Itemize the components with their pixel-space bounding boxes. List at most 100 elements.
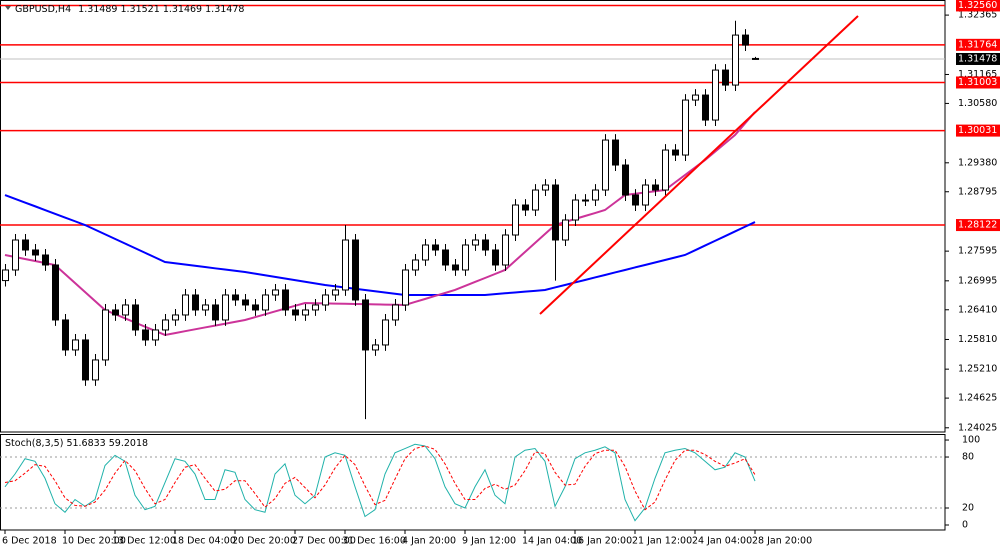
- y-tick-label: 100: [962, 435, 980, 446]
- candle-body: [372, 344, 379, 351]
- y-tick-label: 1.25810: [958, 334, 997, 345]
- header-open: 1.31489: [78, 4, 117, 15]
- candle-body: [642, 184, 649, 206]
- candle-body: [262, 294, 269, 311]
- stoch-panel-border: [0, 434, 946, 531]
- candle-body: [172, 314, 179, 321]
- candle-body: [422, 244, 429, 261]
- x-tick-label: 28 Jan 20:00: [752, 536, 812, 547]
- candle-body: [62, 319, 69, 351]
- x-tick-label: 21 Jan 12:00: [632, 536, 692, 547]
- stoch-line: [4, 445, 756, 511]
- candle-body: [302, 309, 309, 316]
- candle-body: [712, 69, 719, 121]
- stoch-title: Stoch(8,3,5): [5, 438, 63, 449]
- candle-body: [52, 264, 59, 321]
- candle-body: [22, 239, 29, 251]
- candle-body: [292, 309, 299, 316]
- candle-body: [672, 149, 679, 156]
- y-tick-label: 1.24025: [958, 422, 997, 433]
- level-label-box: [956, 219, 1000, 232]
- candle-body: [752, 57, 759, 60]
- candle-body: [32, 249, 39, 256]
- candle-body: [502, 234, 509, 266]
- candle-body: [162, 319, 169, 331]
- x-tick-label: 4 Jan 20:00: [402, 536, 456, 547]
- candle-body: [462, 244, 469, 271]
- moving-average: [4, 111, 756, 336]
- candle-body: [252, 304, 259, 311]
- candle-body: [122, 304, 129, 316]
- y-tick-label: 80: [962, 452, 974, 463]
- candle-body: [732, 34, 739, 86]
- x-tick-label: 24 Jan 04:00: [692, 536, 752, 547]
- stoch-main-value: 51.6833: [66, 438, 105, 449]
- current-price-label: 1.31478: [958, 53, 997, 64]
- candle-body: [102, 309, 109, 361]
- x-tick-label: 20 Dec 20:00: [232, 536, 296, 547]
- candle-body: [362, 299, 369, 351]
- header-low: 1.31469: [163, 4, 202, 15]
- candle-body: [202, 304, 209, 311]
- candle-body: [612, 139, 619, 166]
- candle-body: [692, 94, 699, 101]
- level-label: 1.30031: [958, 125, 997, 136]
- moving-average: [4, 194, 756, 296]
- candle-body: [452, 264, 459, 271]
- y-tick-label: 0: [962, 519, 968, 530]
- x-tick-label: 14 Jan 04:00: [522, 536, 582, 547]
- candle-body: [722, 69, 729, 86]
- candle-body: [182, 294, 189, 316]
- y-tick-label: 1.27595: [958, 246, 997, 257]
- candle-body: [352, 239, 359, 301]
- candle-body: [622, 164, 629, 196]
- candle-body: [192, 294, 199, 311]
- candle-body: [442, 249, 449, 266]
- candle-body: [72, 339, 79, 351]
- candle-body: [342, 239, 349, 291]
- x-tick-label: 18 Dec 04:00: [172, 536, 236, 547]
- x-tick-label: 6 Dec 2018: [2, 536, 57, 547]
- level-label: 1.31003: [958, 77, 997, 88]
- candle-body: [322, 294, 329, 306]
- candle-body: [312, 304, 319, 311]
- stoch-signal-value: 59.2018: [109, 438, 148, 449]
- candle-body: [512, 204, 519, 236]
- current-price-box: [956, 52, 1000, 65]
- candle-body: [572, 199, 579, 221]
- stoch-header: Stoch(8,3,5) 51.6833 59.2018: [5, 438, 148, 449]
- y-tick-label: 1.26995: [958, 275, 997, 286]
- y-tick-label: 1.24625: [958, 393, 997, 404]
- candle-body: [532, 189, 539, 211]
- trend-line: [539, 15, 859, 315]
- level-label: 1.28122: [958, 220, 997, 231]
- y-tick-label: 1.31165: [958, 69, 997, 80]
- candle-body: [232, 294, 239, 301]
- level-label: 1.31764: [958, 39, 997, 50]
- candle-body: [222, 294, 229, 321]
- candle-body: [272, 289, 279, 296]
- level-label: 1.32560: [958, 0, 997, 11]
- candle-body: [282, 289, 289, 311]
- symbol-icon: [5, 6, 11, 10]
- candle-body: [82, 339, 89, 381]
- candle-body: [132, 304, 139, 331]
- candle-body: [112, 309, 119, 316]
- candle-body: [492, 249, 499, 266]
- symbol-header: GBPUSD,H4 1.31489 1.31521 1.31469 1.3147…: [15, 4, 244, 15]
- stoch-line: [4, 443, 756, 522]
- x-tick-label: 13 Dec 12:00: [112, 536, 176, 547]
- candle-body: [632, 194, 639, 206]
- level-label-box: [956, 38, 1000, 51]
- top-layer: GBPUSD,H4 1.31489 1.31521 1.31469 1.3147…: [5, 4, 244, 449]
- candle-body: [12, 239, 19, 271]
- y-tick-label: 1.32365: [958, 10, 997, 21]
- candle-body: [652, 184, 659, 191]
- candle-body: [402, 269, 409, 306]
- candle-body: [432, 244, 439, 251]
- level-label-box: [956, 0, 1000, 12]
- x-tick-label: 16 Jan 20:00: [572, 536, 632, 547]
- candle-body: [152, 329, 159, 341]
